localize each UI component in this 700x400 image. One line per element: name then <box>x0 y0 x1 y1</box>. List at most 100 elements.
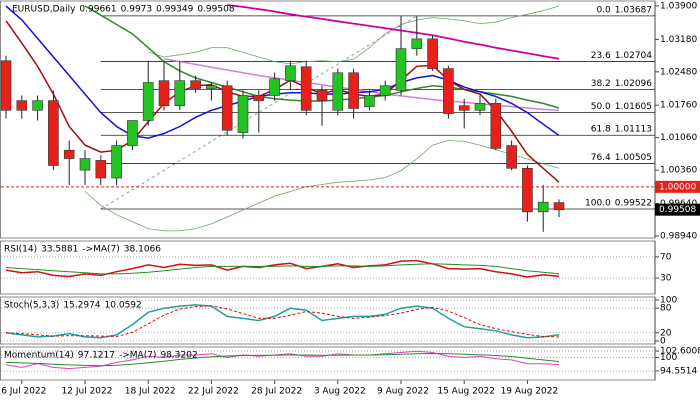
fib-ratio: 0.0 <box>596 5 611 15</box>
header-text: EURUSD,Daily <box>12 5 76 15</box>
candle-body <box>206 85 217 89</box>
x-tick-label: 12 Jul 2022 <box>62 387 113 397</box>
fib-ratio: 100.0 <box>585 199 611 209</box>
indicator-line <box>5 259 560 278</box>
candle-body <box>32 100 43 111</box>
header-text: 97.1217 <box>78 351 115 361</box>
indicator-line <box>148 5 560 65</box>
price-label-box <box>655 203 700 216</box>
candle-body <box>221 85 233 131</box>
header-text: RSI(14) <box>4 245 37 255</box>
fib-ratio: 61.8 <box>591 125 611 135</box>
y-tick-label: 1.01760 <box>660 101 697 111</box>
indicator-line <box>5 263 560 275</box>
header-text: 0.99508 <box>197 5 234 15</box>
fib-price: 1.02096 <box>615 79 652 89</box>
candle-body <box>522 167 533 213</box>
indicator-line <box>5 352 560 367</box>
fib-price: 0.99522 <box>615 199 652 209</box>
indicator-line <box>5 305 560 338</box>
indicator-line <box>5 304 560 339</box>
candle-body <box>0 60 12 111</box>
candle-body <box>174 80 186 106</box>
indicator-line <box>5 5 560 139</box>
header-text: ->MA(7) <box>82 245 119 255</box>
header-text: Momentum(14) <box>4 351 74 361</box>
fib-ratio: 76.4 <box>591 153 611 163</box>
x-tick-label: 22 Jul 2022 <box>188 387 239 397</box>
candle-body <box>332 72 344 111</box>
level-label: 1.00000 <box>659 182 696 192</box>
y-tick-label: 70 <box>660 252 672 262</box>
header-text: Stoch(5,3,3) <box>4 301 59 311</box>
header-text: ->MA(7) <box>119 351 156 361</box>
fib-ratio: 50.0 <box>591 102 611 112</box>
y-tick-label: 80 <box>660 304 672 314</box>
candle-body <box>285 65 296 81</box>
fib-ratio: 23.6 <box>591 51 611 61</box>
candle-body <box>490 103 502 149</box>
candle-body <box>158 80 170 106</box>
candle-body <box>190 80 201 89</box>
y-tick-label: 100 <box>660 295 677 305</box>
candle-body <box>379 85 391 96</box>
y-tick-label: 0 <box>660 337 666 347</box>
candle-body <box>79 158 91 171</box>
candle-body <box>237 95 249 133</box>
candle-body <box>553 202 565 210</box>
header-text: 33.5881 <box>41 245 78 255</box>
candle-body <box>474 103 486 111</box>
y-tick-label: 1.01060 <box>660 133 697 143</box>
header-text: 0.9973 <box>121 5 153 15</box>
fib-price: 1.01605 <box>615 102 652 112</box>
header-text: 10.0592 <box>105 301 142 311</box>
indicator-line <box>5 350 560 370</box>
x-tick-label: 9 Aug 2022 <box>377 387 429 397</box>
header-text: 0.99349 <box>156 5 193 15</box>
fib-ratio: 38.2 <box>591 79 611 89</box>
candle-body <box>411 38 423 49</box>
candle-body <box>395 48 407 91</box>
candle-body <box>300 66 312 111</box>
candle-body <box>111 145 122 179</box>
fib-price: 1.00505 <box>615 153 652 163</box>
indicator-line <box>84 140 560 232</box>
candle-body <box>95 160 107 179</box>
y-tick-label: 0.98940 <box>660 232 697 242</box>
candle-body <box>142 82 154 121</box>
candle-body <box>443 68 454 114</box>
indicator-line <box>5 20 560 183</box>
header-text: 0.99661 <box>79 5 116 15</box>
candle-body <box>127 120 138 146</box>
plot-area <box>1 350 655 372</box>
y-tick-label: 1.03180 <box>660 35 697 45</box>
candle-body <box>48 100 59 166</box>
indicator-line <box>227 4 560 60</box>
candle-body <box>253 95 265 101</box>
y-tick-label: 20 <box>660 328 672 338</box>
x-tick-label: 6 Jul 2022 <box>1 387 46 397</box>
price-label: 0.99508 <box>659 205 696 215</box>
candle-body <box>16 100 28 111</box>
candle-body <box>269 78 280 96</box>
candle-body <box>506 145 517 169</box>
fib-price: 1.01113 <box>615 125 652 135</box>
plot-area <box>0 4 655 232</box>
header-text: 15.2974 <box>63 301 100 311</box>
y-tick-label: 102.6008 <box>660 346 700 356</box>
y-tick-label: 30 <box>660 274 672 284</box>
fib-price: 1.02704 <box>615 51 652 61</box>
candle-body <box>316 90 328 101</box>
candle-body <box>458 105 470 111</box>
x-tick-label: 3 Aug 2022 <box>314 387 366 397</box>
x-tick-label: 15 Aug 2022 <box>437 387 495 397</box>
candle-body <box>63 149 75 159</box>
candle-body <box>427 38 438 69</box>
plot-area <box>1 256 655 279</box>
y-tick-label: 1.02480 <box>660 67 697 77</box>
y-tick-label: 1.03900 <box>660 1 697 11</box>
header-text: 38.1066 <box>124 245 161 255</box>
x-tick-label: 28 Jul 2022 <box>251 387 302 397</box>
